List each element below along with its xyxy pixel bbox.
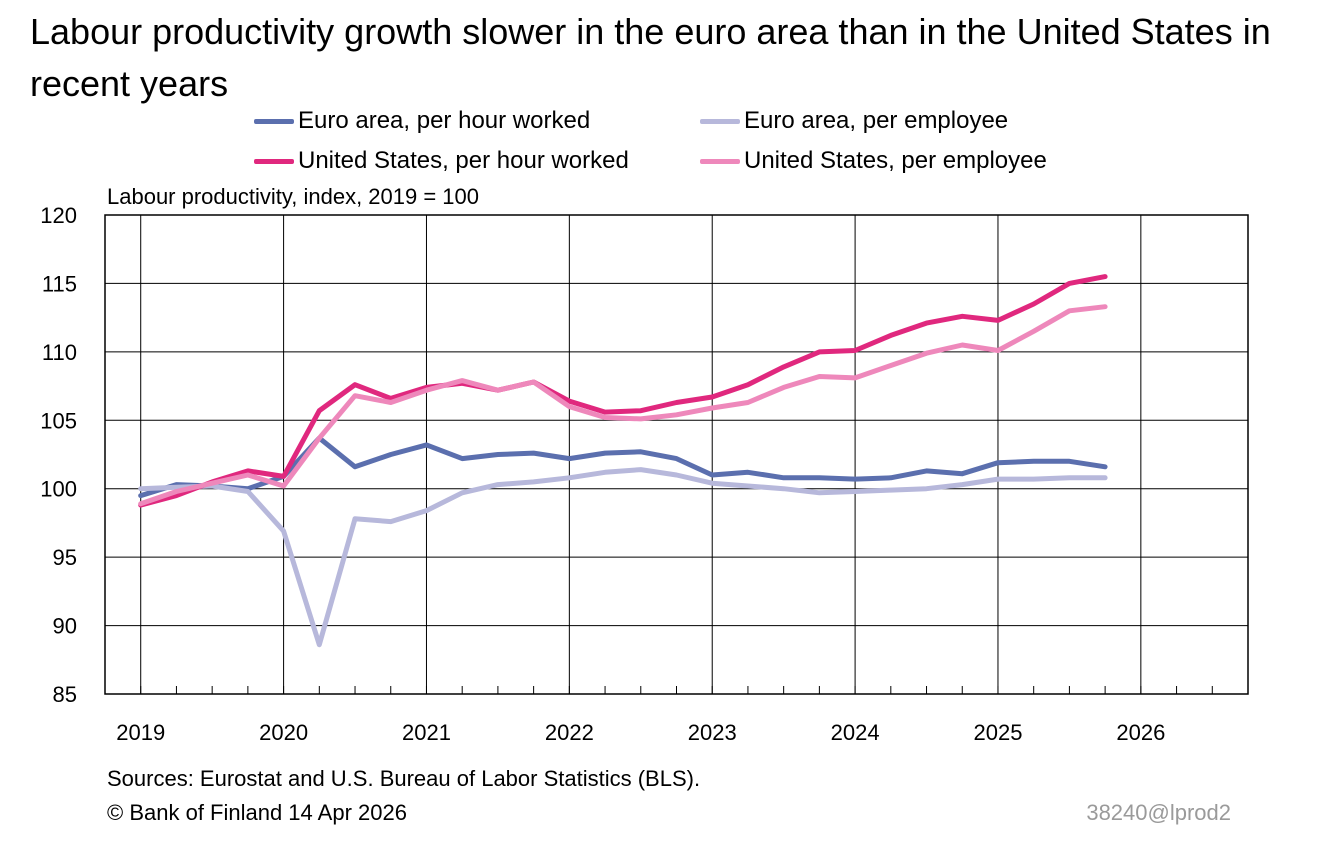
legend-label-euro-hour: Euro area, per hour worked [298, 107, 591, 134]
legend-swatch-us-hour [254, 158, 294, 164]
copyright-note: © Bank of Finland 14 Apr 2026 [107, 800, 407, 825]
legend-swatch-euro-hour [254, 118, 294, 124]
x-tick-label: 2023 [688, 720, 737, 745]
x-tick-label: 2026 [1116, 720, 1165, 745]
x-tick-label: 2022 [545, 720, 594, 745]
y-tick-label: 105 [40, 408, 77, 433]
series-line-4 [138, 304, 1108, 507]
series-line-1 [138, 435, 1108, 499]
legend-item-us-employee: United States, per employee [700, 146, 1047, 176]
legend-item-euro-hour: Euro area, per hour worked [254, 106, 590, 136]
x-tick-label: 2019 [116, 720, 165, 745]
sources-note: Sources: Eurostat and U.S. Bureau of Lab… [107, 766, 701, 791]
y-tick-label: 120 [40, 203, 77, 228]
y-tick-label: 90 [53, 614, 77, 639]
legend-swatch-euro-employee [700, 118, 740, 124]
legend-label-euro-employee: Euro area, per employee [744, 107, 1009, 134]
legend-item-euro-employee: Euro area, per employee [700, 106, 1008, 136]
chart-title: Labour productivity growth slower in the… [30, 11, 1271, 104]
legend-item-us-hour: United States, per hour worked [254, 146, 629, 176]
chart-code: 38240@lprod2 [1086, 800, 1231, 825]
y-tick-label: 110 [42, 340, 77, 365]
series-line-3 [138, 274, 1108, 508]
y-axis-unit-label: Labour productivity, index, 2019 = 100 [107, 184, 480, 209]
legend-label-us-employee: United States, per employee [744, 147, 1047, 174]
legend-swatch-us-employee [700, 158, 740, 164]
x-tick-label: 2021 [402, 720, 451, 745]
y-tick-label: 100 [40, 477, 77, 502]
x-tick-label: 2024 [831, 720, 880, 745]
series-line-2 [138, 467, 1108, 648]
y-tick-label: 115 [42, 271, 77, 296]
x-tick-label: 2025 [973, 720, 1022, 745]
legend-label-us-hour: United States, per hour worked [298, 147, 629, 174]
y-tick-label: 95 [53, 545, 77, 570]
x-tick-label: 2020 [259, 720, 308, 745]
plot-frame [104, 214, 1249, 695]
y-tick-label: 85 [53, 682, 77, 707]
